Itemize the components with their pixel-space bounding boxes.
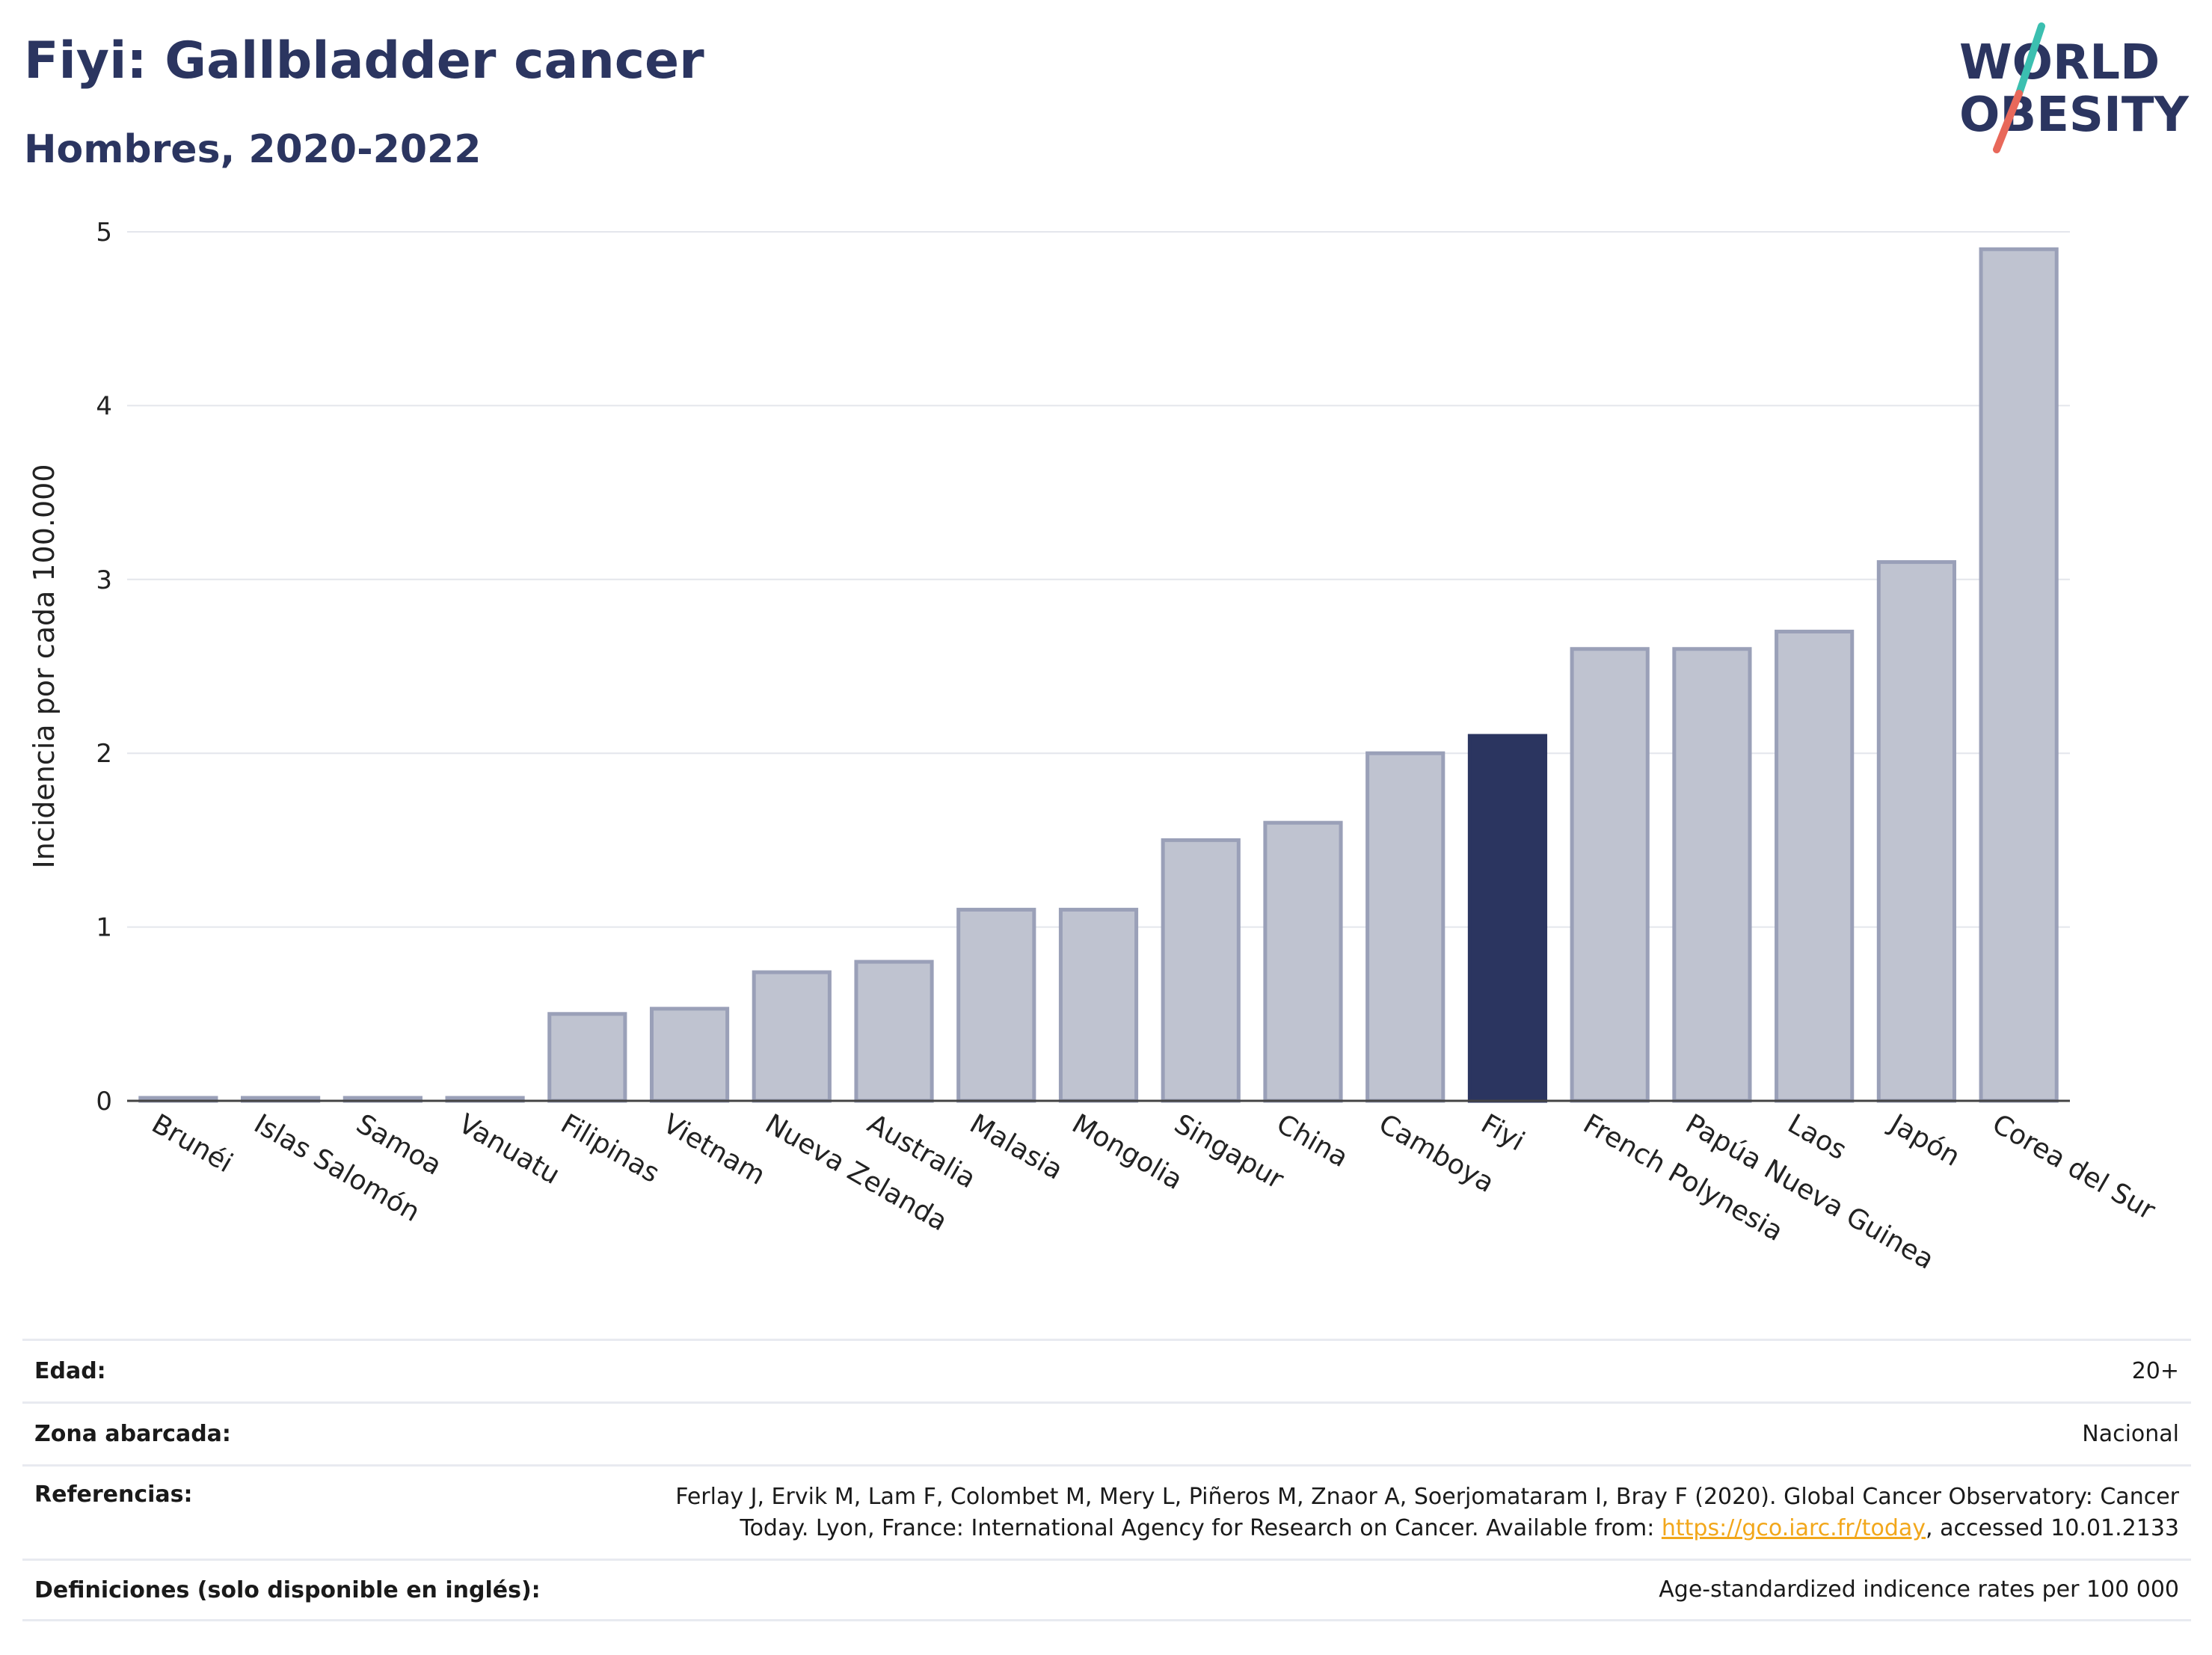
x-tick-label: Camboya — [1374, 1108, 1499, 1199]
zone-label: Zona abarcada: — [34, 1421, 231, 1447]
age-label: Edad: — [34, 1358, 106, 1384]
bar-nueva-zelanda — [752, 970, 832, 1103]
bar-filipinas — [547, 1012, 627, 1103]
x-tick-label: Vanuatu — [453, 1108, 565, 1191]
bar-vietnam — [649, 1007, 730, 1103]
references-line2-post: , accessed 10.01.2133 — [1926, 1515, 2179, 1541]
y-tick-label: 2 — [96, 739, 112, 769]
x-tick-label: Filipinas — [556, 1108, 665, 1189]
y-tick-label: 5 — [96, 218, 112, 248]
x-tick-label: Vietnam — [658, 1108, 770, 1191]
bar-malasia — [956, 907, 1036, 1103]
definitions-label: Definiciones (solo disponible en inglés)… — [34, 1576, 541, 1603]
x-tick-label: Fiyi — [1475, 1108, 1529, 1157]
x-tick-label: Japón — [1884, 1108, 1965, 1173]
bar-japón — [1876, 560, 1956, 1103]
y-axis-label: Incidencia por cada 100.000 — [28, 464, 61, 868]
world-obesity-logo: WORLD OBESITY — [1959, 22, 2189, 153]
x-tick-label: Brunéi — [147, 1108, 238, 1179]
meta-row-definitions: Definiciones (solo disponible en inglés)… — [22, 1559, 2191, 1621]
bar-corea-del-sur — [1979, 247, 2059, 1103]
y-tick-label: 0 — [96, 1087, 112, 1117]
bar-mongolia — [1058, 907, 1139, 1103]
bar-french-polynesia — [1570, 647, 1650, 1103]
x-tick-label: Nueva Zelanda — [760, 1108, 952, 1237]
x-tick-label: Corea del Sur — [1987, 1108, 2160, 1226]
x-tick-label: Malasia — [965, 1108, 1068, 1186]
metadata-table: Edad: 20+ Zona abarcada: Nacional Refere… — [22, 1339, 2191, 1621]
bar-australia — [854, 959, 934, 1103]
logo-line2: OBESITY — [1959, 87, 2189, 143]
meta-row-zone: Zona abarcada: Nacional — [22, 1401, 2191, 1464]
y-tick-label: 4 — [96, 391, 112, 421]
definitions-value: Age-standardized indicence rates per 100… — [1659, 1576, 2179, 1603]
bar-camboya — [1365, 751, 1446, 1103]
zone-value: Nacional — [2082, 1420, 2179, 1447]
references-line2-pre: Today. Lyon, France: International Agenc… — [740, 1515, 1662, 1541]
bar-singapur — [1161, 838, 1241, 1103]
y-tick-label: 1 — [96, 913, 112, 943]
references-link[interactable]: https://gco.iarc.fr/today — [1661, 1515, 1926, 1541]
bar-laos — [1775, 630, 1855, 1103]
y-axis-ticks: 0 1 2 3 4 5 — [96, 218, 112, 1117]
logo-line1: WORLD — [1959, 35, 2160, 90]
x-tick-label: Mongolia — [1067, 1108, 1188, 1196]
bar-fiyi — [1467, 734, 1548, 1103]
references-value: Ferlay J, Ervik M, Lam F, Colombet M, Me… — [675, 1481, 2191, 1544]
x-tick-label: Laos — [1783, 1108, 1852, 1166]
bar-china — [1263, 820, 1343, 1103]
logo-slash-red — [1993, 90, 2023, 153]
page-subtitle: Hombres, 2020-2022 — [24, 127, 482, 172]
references-label: Referencias: — [34, 1481, 193, 1508]
meta-row-age: Edad: 20+ — [22, 1339, 2191, 1401]
x-tick-label: China — [1271, 1108, 1354, 1173]
logo-slash-teal — [2015, 22, 2045, 97]
bar-papúa-nueva-guinea — [1672, 647, 1752, 1103]
references-line1: Ferlay J, Ervik M, Lam F, Colombet M, Me… — [675, 1484, 2179, 1510]
bars — [127, 247, 2070, 1103]
age-value: 20+ — [2131, 1357, 2179, 1384]
meta-row-references: Referencias: Ferlay J, Ervik M, Lam F, C… — [22, 1464, 2191, 1559]
x-tick-label: Singapur — [1169, 1108, 1288, 1195]
y-tick-label: 3 — [96, 565, 112, 595]
page-title: Fiyi: Gallbladder cancer — [24, 31, 704, 90]
